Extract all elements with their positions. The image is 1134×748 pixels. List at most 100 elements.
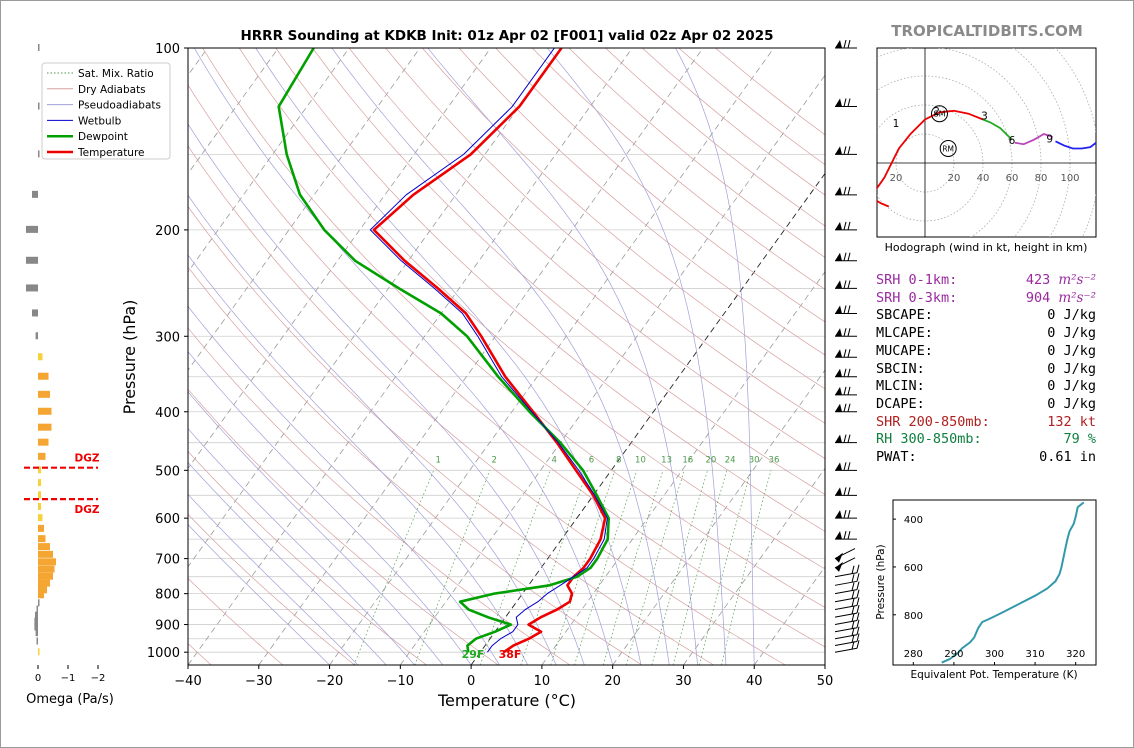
mixing-ratio-line bbox=[651, 470, 708, 665]
skewt-plot: −40 −30 −20 −10 0 10 20 30 40 50 100 200 300 400 500 6… bbox=[120, 39, 860, 710]
stat-label: DCAPE: bbox=[876, 395, 925, 412]
omega-bar bbox=[38, 550, 53, 558]
omega-bar bbox=[38, 543, 50, 551]
omega-bar bbox=[35, 629, 38, 637]
wind-barb bbox=[835, 510, 857, 519]
skewt-ylabel: Pressure (hPa) bbox=[120, 300, 139, 415]
stat-row: DCAPE: 0 J/kg bbox=[876, 396, 1096, 414]
theta-e-ylabel: Pressure (hPa) bbox=[875, 544, 887, 619]
omega-bar bbox=[38, 514, 43, 522]
x-tick-label: 0 bbox=[467, 674, 475, 689]
wetbulb-line bbox=[369, 48, 608, 653]
isotherm bbox=[188, 48, 279, 175]
stat-label: PWAT: bbox=[876, 449, 917, 466]
omega-bar bbox=[38, 102, 40, 110]
dry-adiabat bbox=[385, 48, 825, 424]
omega-tick-label: −1 bbox=[61, 673, 76, 684]
pseudoadiabat bbox=[188, 305, 500, 665]
theta-y-tick-label: 600 bbox=[904, 563, 923, 574]
omega-bar bbox=[38, 565, 55, 573]
wind-barb bbox=[835, 98, 857, 108]
pseudoadiabat bbox=[188, 428, 415, 665]
stat-row: MLCIN: 0 J/kg bbox=[876, 378, 1096, 396]
wind-barb bbox=[835, 349, 857, 358]
wind-barb bbox=[834, 605, 860, 618]
hodograph-caption: Hodograph (wind in kt, height in km) bbox=[885, 241, 1088, 254]
surface-dewpoint-label: 29F bbox=[462, 648, 485, 661]
wind-barb bbox=[834, 589, 860, 603]
dry-adiabat bbox=[458, 48, 825, 356]
omega-bar bbox=[36, 637, 38, 645]
wind-barb bbox=[834, 564, 860, 578]
omega-bar bbox=[38, 586, 47, 594]
stat-row: SHR 200-850mb: 132 kt bbox=[876, 414, 1096, 432]
wind-barb bbox=[835, 146, 857, 155]
hodograph-trace bbox=[1055, 140, 1096, 150]
wind-barb bbox=[835, 531, 857, 540]
mixing-ratio-line bbox=[672, 470, 728, 665]
stat-value: 79 % bbox=[1063, 431, 1096, 448]
y-tick-label: 400 bbox=[155, 406, 180, 421]
omega-bar bbox=[38, 150, 40, 158]
legend-label: Dewpoint bbox=[78, 131, 128, 143]
mixing-ratio-label: 2 bbox=[491, 456, 496, 466]
y-tick-label: 800 bbox=[155, 588, 180, 603]
omega-bar bbox=[38, 599, 40, 607]
chart-title: HRRR Sounding at KDKB Init: 01z Apr 02 [… bbox=[240, 28, 773, 44]
theta-e-xlabel: Equivalent Pot. Temperature (K) bbox=[910, 669, 1077, 681]
x-tick-label: 20 bbox=[604, 674, 621, 689]
stat-value: 423 bbox=[1025, 272, 1051, 288]
stat-row: SBCAPE: 0 J/kg bbox=[876, 307, 1096, 325]
y-tick-label: 600 bbox=[155, 512, 180, 527]
omega-bar bbox=[38, 502, 41, 510]
pseudoadiabat bbox=[188, 194, 557, 665]
hodograph-trace bbox=[877, 109, 984, 208]
wind-barb bbox=[835, 221, 857, 231]
pseudoadiabat bbox=[188, 351, 472, 665]
mixing-ratio-label: 16 bbox=[682, 456, 693, 466]
omega-xlabel: Omega (Pa/s) bbox=[26, 692, 114, 707]
dry-adiabat bbox=[422, 48, 825, 390]
mixing-ratio-label: 8 bbox=[616, 456, 621, 466]
omega-bar bbox=[38, 423, 52, 431]
mixing-ratio-line bbox=[414, 470, 491, 665]
stat-row: SRH 0-3km: 904 m²s⁻² bbox=[876, 290, 1096, 308]
wind-barb bbox=[834, 581, 860, 595]
isotherm bbox=[188, 48, 421, 371]
dry-adiabat bbox=[188, 450, 427, 665]
pseudoadiabat bbox=[546, 48, 727, 665]
pseudoadiabat bbox=[331, 48, 670, 665]
stat-label: SRH 0-1km: bbox=[876, 272, 958, 288]
x-tick-label: −40 bbox=[174, 674, 201, 689]
stat-value: 132 kt bbox=[1047, 413, 1096, 430]
dry-adiabat bbox=[188, 145, 786, 665]
isotherm bbox=[541, 271, 825, 665]
dry-adiabat bbox=[202, 48, 825, 608]
omega-bar bbox=[32, 190, 38, 198]
pseudoadiabat bbox=[427, 48, 698, 665]
mixing-ratio-line bbox=[626, 470, 685, 665]
hodograph: 20 20 40 60 80 100 1 2 3 6 9 SM RM Hodograph (wind i… bbox=[876, 47, 1097, 254]
stat-label: MLCAPE: bbox=[876, 325, 933, 342]
stat-row: MLCAPE: 0 J/kg bbox=[876, 325, 1096, 343]
stat-label: SBCIN: bbox=[876, 360, 925, 377]
stat-value: 0 J/kg bbox=[1047, 360, 1096, 377]
stat-row: SRH 0-1km: 423 m²s⁻² bbox=[876, 272, 1096, 290]
skewt-frame bbox=[187, 47, 826, 666]
mixing-ratio-label: 10 bbox=[635, 456, 646, 466]
wind-barb bbox=[835, 39, 857, 49]
pseudoadiabat bbox=[188, 391, 444, 665]
stat-label: SRH 0-3km: bbox=[876, 289, 958, 306]
wind-barb bbox=[834, 619, 860, 633]
stats-panel: SRH 0-1km: 423 m²s⁻² SRH 0-3km: 904 m²s⁻² SBCA… bbox=[876, 272, 1096, 467]
wind-barb bbox=[835, 368, 857, 378]
hodograph-ring-label: 80 bbox=[1035, 173, 1048, 184]
stat-row: PWAT: 0.61 in bbox=[876, 449, 1096, 467]
isotherm bbox=[258, 48, 704, 665]
omega-bar bbox=[34, 617, 38, 625]
isotherm bbox=[188, 48, 633, 665]
omega-bar bbox=[38, 438, 49, 446]
hodograph-height-label: 2 bbox=[933, 106, 940, 118]
legend-label: Pseudoadiabats bbox=[78, 100, 161, 112]
stat-row: MUCAPE: 0 J/kg bbox=[876, 343, 1096, 361]
